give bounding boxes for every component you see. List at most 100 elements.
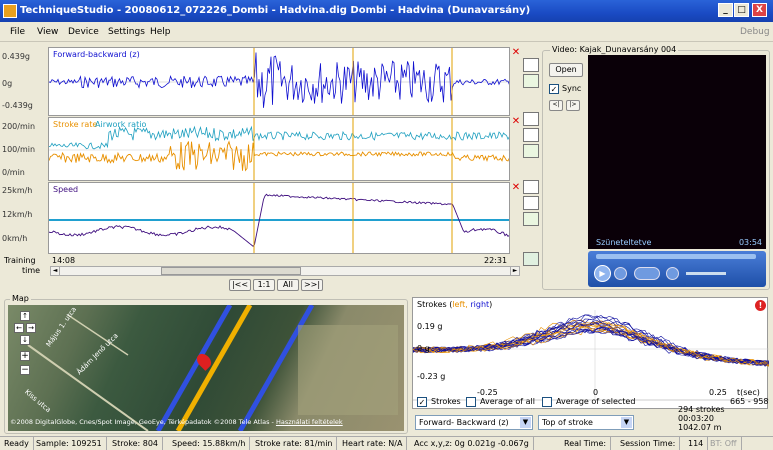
timeline-1to1-button[interactable]: 1:1	[253, 279, 275, 291]
frame-forward-button[interactable]: |>	[566, 100, 580, 111]
prev-next-icon[interactable]	[634, 267, 660, 280]
airwork-signal	[49, 125, 509, 150]
menu-view[interactable]: View	[37, 27, 59, 37]
strokes-x-mid: 0	[593, 388, 599, 397]
timeline-first-button[interactable]: |<<	[229, 279, 251, 291]
accel-y-top: 0.439g	[2, 52, 30, 61]
menu-file[interactable]: File	[10, 27, 26, 37]
avg-selected-checkbox[interactable]	[542, 397, 552, 407]
timeline-scrollbar[interactable]: ◄ ►	[50, 266, 520, 276]
stroke-filter-icon[interactable]	[523, 128, 539, 142]
accel-plot[interactable]: Forward-backward (z)	[48, 47, 510, 116]
airwork-label: Airwork ratio	[95, 120, 147, 129]
map-view[interactable]: Május 1. utca Ádám Jenő utca Kiss utca ↑…	[8, 305, 404, 431]
timeline-all-button[interactable]: All	[277, 279, 299, 291]
stroke-duration: 00:03:20	[678, 414, 714, 423]
accel-signal	[49, 52, 509, 108]
stroke-plot[interactable]: Stroke rate Airwork ratio	[48, 117, 510, 181]
strokes-x-unit: t(sec)	[737, 388, 760, 397]
accel-close-icon[interactable]: ✕	[511, 47, 521, 58]
scroll-left-icon[interactable]: ◄	[51, 267, 60, 275]
accel-bars-icon[interactable]	[523, 74, 539, 88]
video-group-label: Video: Kajak_Dunavarsány 004	[550, 45, 679, 54]
strokes-y-top: 0.19 g	[417, 322, 443, 331]
accel-filter-icon[interactable]	[523, 58, 539, 72]
map-group-label: Map	[10, 294, 31, 303]
stroke-zoom-icon[interactable]	[523, 112, 539, 126]
stroke-y-top: 200/min	[2, 122, 36, 131]
zoom-in-icon[interactable]: +	[20, 351, 30, 361]
video-display[interactable]: Szüneteltetve 03:54	[588, 55, 766, 249]
add-plot-icon[interactable]	[523, 252, 539, 266]
strokes-checkbox-label: Strokes	[431, 397, 461, 406]
status-bt: BT: Off	[706, 437, 742, 450]
menu-settings[interactable]: Settings	[108, 27, 145, 37]
zoom-out-icon[interactable]: −	[20, 365, 30, 375]
stroke-distance: 1042.07 m	[678, 423, 722, 432]
speed-bars-icon[interactable]	[523, 212, 539, 226]
stroke-curve	[412, 322, 770, 367]
pan-down-icon[interactable]: ↓	[20, 335, 30, 345]
maximize-button[interactable]: □	[734, 3, 749, 17]
video-controls: ▶	[588, 251, 766, 287]
volume-icon[interactable]	[666, 267, 679, 280]
play-icon[interactable]: ▶	[594, 265, 611, 282]
strokes-chart[interactable]: Strokes (left, right) ! 0.19 g 0 g -0.23…	[412, 297, 770, 409]
stop-icon[interactable]	[614, 267, 627, 280]
stroke-y-bot: 0/min	[2, 168, 25, 177]
video-seekbar[interactable]	[596, 254, 756, 259]
speed-signal	[49, 193, 509, 247]
speed-close-icon[interactable]: ✕	[511, 182, 521, 193]
speed-filter-icon[interactable]	[523, 196, 539, 210]
strokes-x-left: -0.25	[477, 388, 498, 397]
pan-left-icon[interactable]: ←	[14, 323, 24, 333]
accel-y-mid: 0g	[2, 79, 13, 88]
strokes-left-label: left,	[452, 300, 468, 309]
menu-device[interactable]: Device	[68, 27, 99, 37]
strokes-title-a: Strokes (	[417, 300, 453, 309]
status-stroke: Stroke: 804	[108, 437, 163, 450]
menu-debug[interactable]: Debug	[740, 27, 770, 37]
strokes-checkbox[interactable]: ✓	[417, 397, 427, 407]
avg-all-label: Average of all	[480, 397, 535, 406]
stroke-rate-label: Stroke rate	[53, 120, 98, 129]
strokes-y-bot: -0.23 g	[417, 372, 446, 381]
speed-y-mid: 12km/h	[2, 210, 33, 219]
stroke-close-icon[interactable]: ✕	[511, 116, 521, 127]
window-title: TechniqueStudio - 20080612_072226_Dombi …	[20, 5, 531, 16]
align-dropdown[interactable]: Top of stroke ▼	[538, 415, 634, 430]
speed-y-top: 25km/h	[2, 186, 33, 195]
avg-all-checkbox[interactable]	[466, 397, 476, 407]
signal-dropdown-arrow-icon[interactable]: ▼	[520, 417, 531, 428]
status-sample: Sample: 109251	[32, 437, 107, 450]
pan-up-icon[interactable]: ↑	[20, 311, 30, 321]
speed-y-bot: 0km/h	[2, 234, 28, 243]
map-terms-link[interactable]: Használati feltételek	[275, 418, 343, 426]
pan-right-icon[interactable]: →	[26, 323, 36, 333]
scroll-thumb[interactable]	[161, 267, 301, 275]
menu-help[interactable]: Help	[150, 27, 171, 37]
stroke-count: 294 strokes	[678, 405, 725, 414]
warning-icon[interactable]: !	[755, 300, 766, 311]
volume-slider[interactable]	[686, 272, 726, 275]
status-speed: Speed: 15.88km/h	[168, 437, 251, 450]
scroll-right-icon[interactable]: ►	[510, 267, 519, 275]
close-button[interactable]: X	[752, 3, 767, 17]
app-icon	[3, 4, 17, 18]
stroke-y-mid: 100/min	[2, 145, 36, 154]
strokes-range: 665 - 958	[730, 397, 769, 406]
accel-y-bot: -0.439g	[2, 101, 33, 110]
align-dropdown-arrow-icon[interactable]: ▼	[621, 417, 632, 428]
stroke-bars-icon[interactable]	[523, 144, 539, 158]
map-overlay	[27, 305, 398, 431]
minimize-button[interactable]: _	[718, 3, 733, 17]
signal-dropdown[interactable]: Forward- Backward (z) ▼	[415, 415, 533, 430]
frame-back-button[interactable]: <|	[549, 100, 563, 111]
timeline-last-button[interactable]: >>|	[301, 279, 323, 291]
speed-zoom-icon[interactable]	[523, 180, 539, 194]
sync-checkbox[interactable]: ✓	[549, 84, 559, 94]
speed-plot[interactable]: Speed	[48, 182, 510, 254]
strokes-x-right: 0.25	[709, 388, 727, 397]
video-open-button[interactable]: Open	[549, 63, 583, 77]
sync-label: Sync	[562, 84, 582, 93]
